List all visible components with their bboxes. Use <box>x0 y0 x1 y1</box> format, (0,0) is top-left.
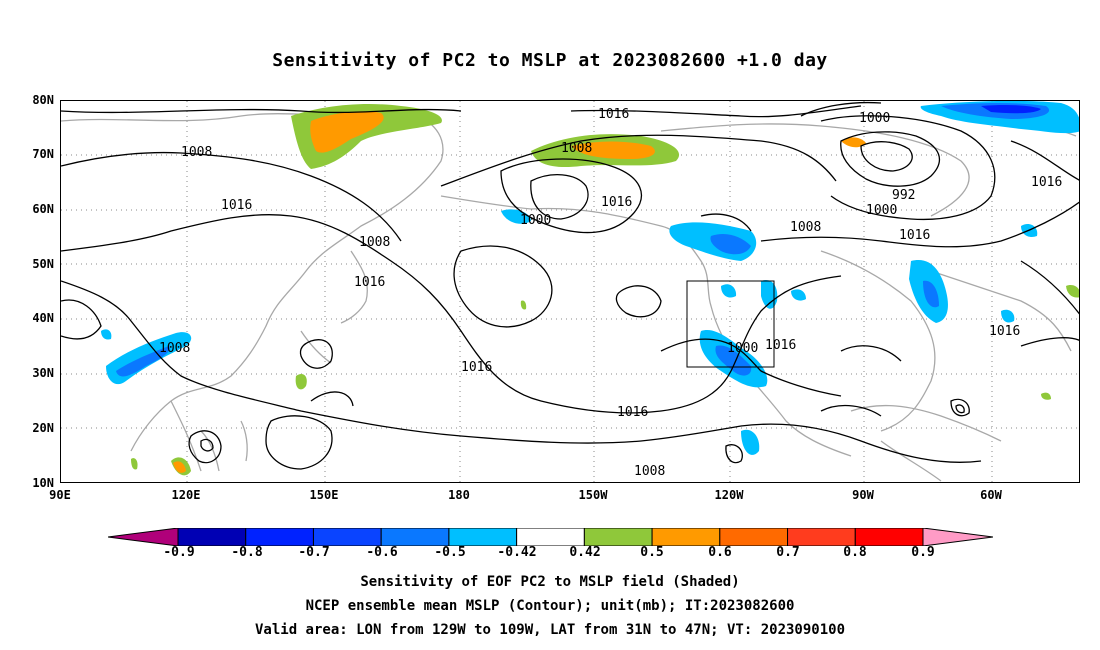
contour-label: 1016 <box>354 275 385 290</box>
lat-label: 60N <box>32 202 54 216</box>
contour-label: 1016 <box>617 405 648 420</box>
contour-label: 1008 <box>634 464 665 479</box>
colorbar-label: 0.6 <box>708 545 732 560</box>
contour-label: 1008 <box>359 235 390 250</box>
colorbar-label: -0.7 <box>298 545 330 560</box>
contour-label: 1000 <box>727 341 758 356</box>
colorbar-cell <box>854 528 924 546</box>
lon-label: 150E <box>309 488 339 502</box>
colorbar-label: 0.42 <box>569 545 601 560</box>
contour-label: 1000 <box>866 203 897 218</box>
colorbar-cell <box>922 528 993 546</box>
colorbar-cell <box>719 528 789 546</box>
map-panel: 1016 1008 1000 1008 1016 1000 992 1000 1… <box>60 100 1080 483</box>
lat-label: 30N <box>32 366 54 380</box>
colorbar-label: 0.7 <box>776 545 800 560</box>
colorbar-cell <box>108 528 179 546</box>
lon-label: 90E <box>49 488 71 502</box>
colorbar-label: -0.42 <box>497 545 537 560</box>
lat-label: 20N <box>32 421 54 435</box>
colorbar-label: -0.6 <box>366 545 398 560</box>
lon-label: 120E <box>171 488 201 502</box>
colorbar-label: 0.5 <box>640 545 664 560</box>
contour-label: 1016 <box>1031 175 1062 190</box>
colorbar-label: 0.9 <box>911 545 935 560</box>
colorbar-cell <box>245 528 314 546</box>
contour-label: 1000 <box>520 213 551 228</box>
contour-label: 1016 <box>989 324 1020 339</box>
lat-label: 80N <box>32 93 54 107</box>
mslp-contours <box>61 101 1079 470</box>
lon-label: 90W <box>852 488 874 502</box>
colorbar-label: -0.9 <box>163 545 195 560</box>
contour-label: 1000 <box>859 111 890 126</box>
caption-line-1: Sensitivity of EOF PC2 to MSLP field (Sh… <box>360 574 740 590</box>
colorbar-label: -0.5 <box>434 545 466 560</box>
contour-label: 1016 <box>899 228 930 243</box>
colorbar-label: -0.8 <box>231 545 263 560</box>
colorbar-cell <box>583 528 653 546</box>
colorbar-cell <box>787 528 856 546</box>
map-title: Sensitivity of PC2 to MSLP at 2023082600… <box>272 50 828 71</box>
lat-label: 50N <box>32 257 54 271</box>
sensitivity-shading <box>101 101 1079 476</box>
lat-label: 40N <box>32 311 54 325</box>
colorbar-cell <box>516 528 585 546</box>
lat-label: 70N <box>32 147 54 161</box>
contour-label: 1016 <box>598 107 629 122</box>
contour-label: 1016 <box>765 338 796 353</box>
colorbar-cell <box>177 528 247 546</box>
lon-label: 120W <box>714 488 744 502</box>
coastlines <box>61 110 1077 482</box>
contour-label: 1008 <box>159 341 190 356</box>
contour-label: 1016 <box>461 360 492 375</box>
colorbar-cell <box>448 528 518 546</box>
lon-label: 60W <box>980 488 1002 502</box>
colorbar-cell <box>312 528 382 546</box>
contour-label: 1016 <box>601 195 632 210</box>
colorbar-cell <box>380 528 450 546</box>
lon-label: 150W <box>578 488 608 502</box>
contour-label: 1008 <box>181 145 212 160</box>
contour-label: 1008 <box>790 220 821 235</box>
contour-label: 1016 <box>221 198 252 213</box>
colorbar <box>108 528 993 546</box>
caption-line-3: Valid area: LON from 129W to 109W, LAT f… <box>254 622 845 638</box>
caption-line-2: NCEP ensemble mean MSLP (Contour); unit(… <box>305 598 795 614</box>
lat-label: 10N <box>32 476 54 490</box>
contour-labels: 1016 1008 1000 1008 1016 1000 992 1000 1… <box>159 107 1062 479</box>
contour-label: 1008 <box>561 141 592 156</box>
map-canvas: 1016 1008 1000 1008 1016 1000 992 1000 1… <box>61 101 1079 482</box>
valid-area-box <box>686 280 775 368</box>
contour-label: 992 <box>892 188 915 203</box>
colorbar-cell <box>651 528 721 546</box>
colorbar-label: 0.8 <box>843 545 867 560</box>
lon-label: 180 <box>448 488 470 502</box>
